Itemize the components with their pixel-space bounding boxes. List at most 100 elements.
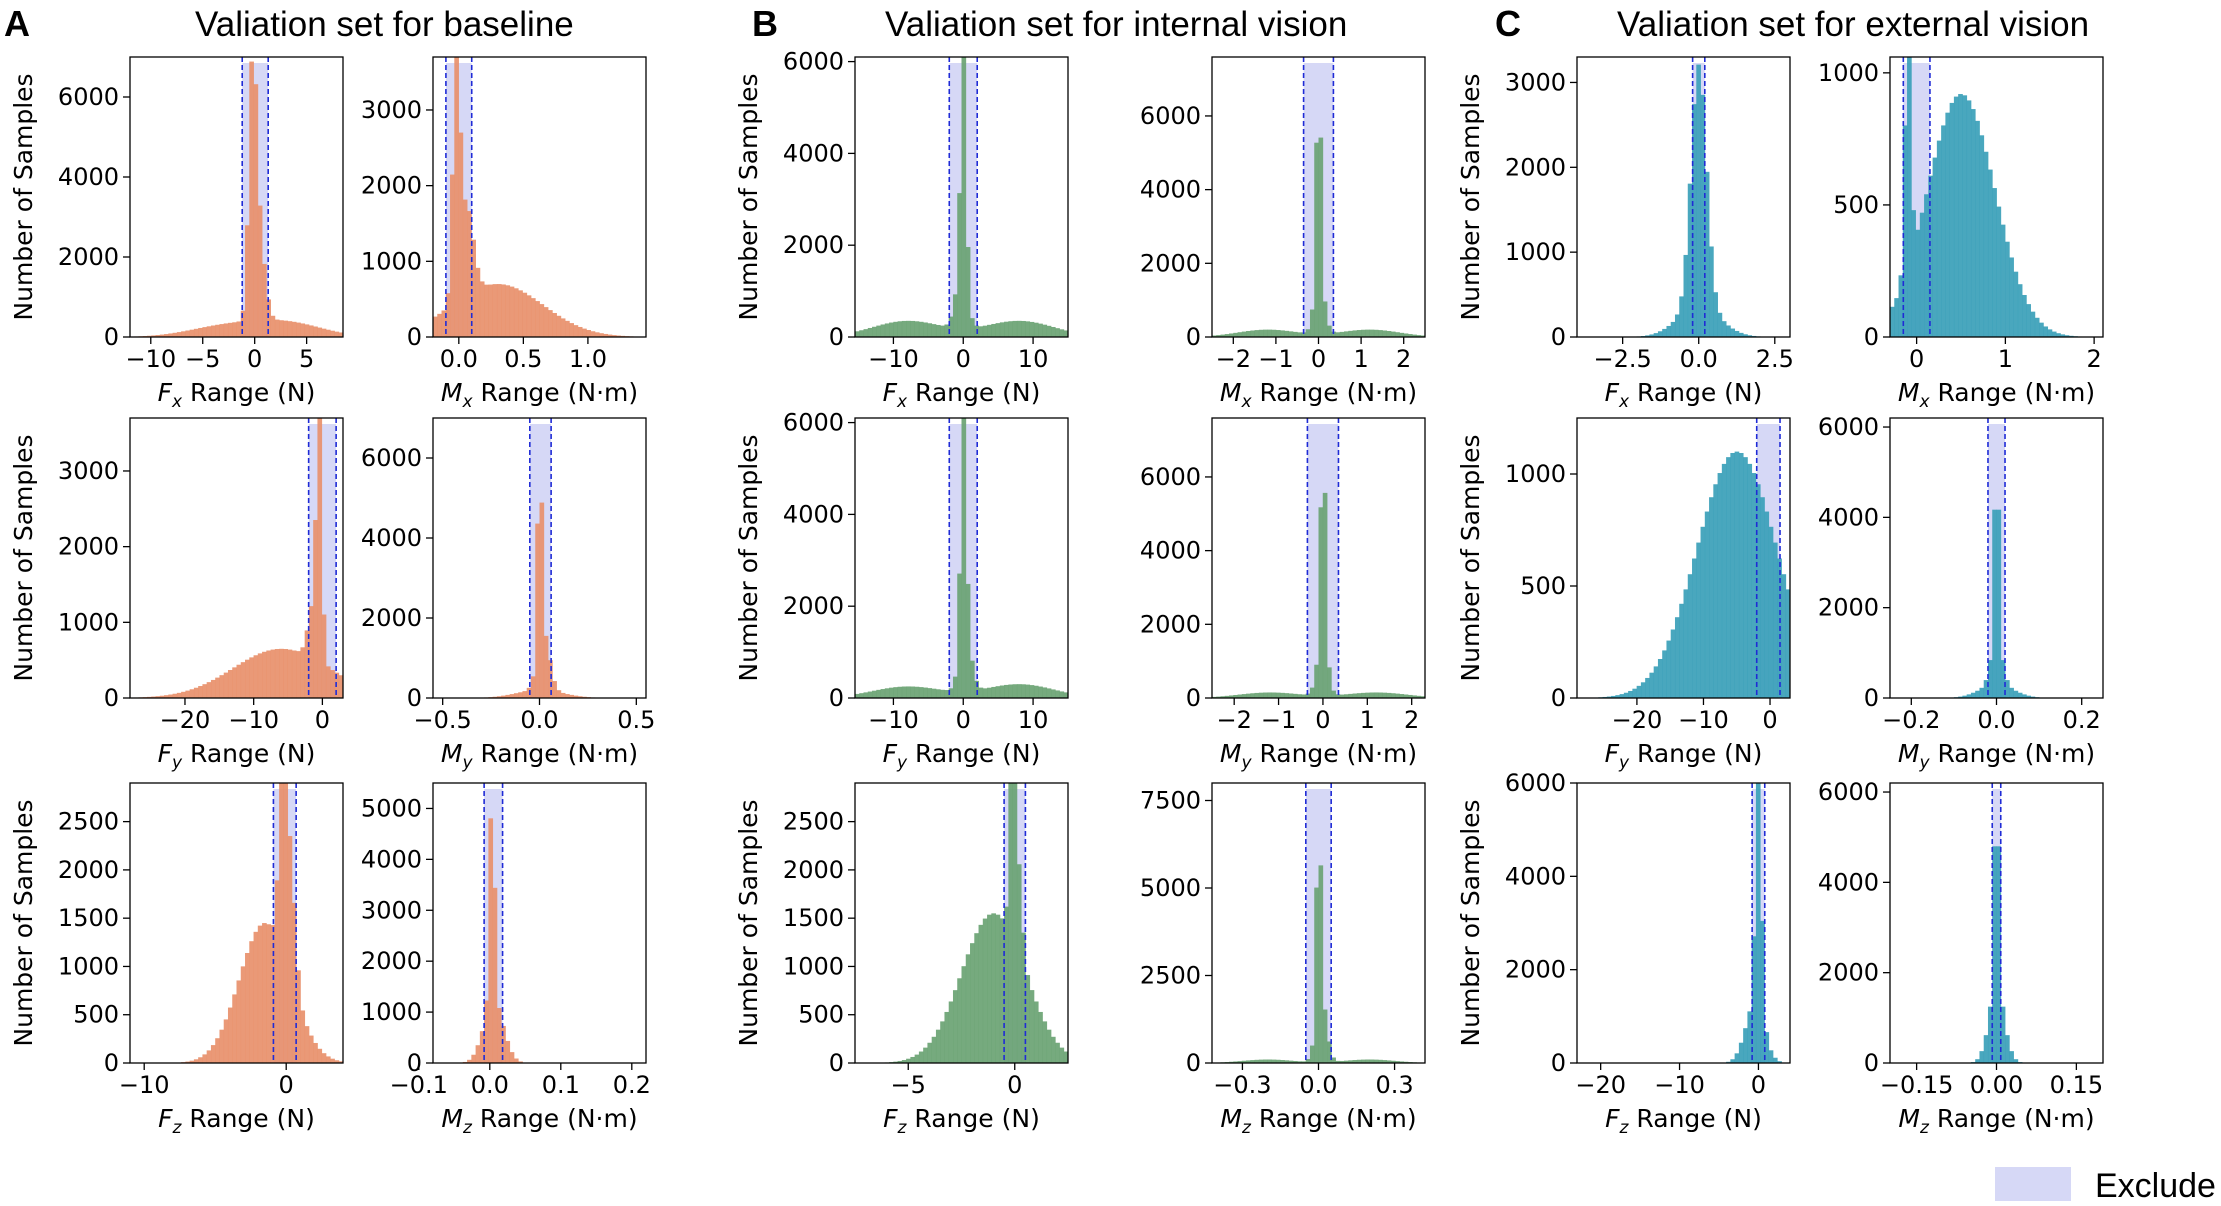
histogram-bar — [1743, 334, 1748, 337]
y-tick-label: 6000 — [1140, 102, 1201, 130]
histogram-bar — [505, 694, 511, 698]
histogram-bar — [509, 694, 515, 698]
histogram-bar — [257, 925, 263, 1063]
histogram-bar — [202, 327, 208, 337]
histogram-bar — [1670, 321, 1676, 337]
x-tick-label: 1 — [1360, 706, 1375, 734]
histogram-bar — [1992, 846, 1997, 1063]
histogram-bar — [1059, 691, 1065, 698]
histogram-bar — [560, 692, 566, 698]
y-tick-label: 6000 — [1818, 413, 1879, 441]
histogram-b-fx: −10 0 10 0 2000 4000 6000 Fx Range (N) Number of… — [734, 48, 1069, 412]
histogram-bar — [1246, 693, 1251, 698]
histogram-bar — [594, 332, 600, 337]
histogram-bar — [577, 326, 583, 337]
histogram-bar — [172, 332, 178, 337]
histogram-bar — [274, 880, 280, 1063]
histogram-bar — [1645, 677, 1650, 698]
histogram-bar — [1016, 684, 1022, 698]
histogram-bar — [1898, 275, 1904, 337]
histogram-bar — [935, 1029, 941, 1063]
axes-frame — [129, 782, 344, 1064]
x-tick-label: −20 — [160, 706, 211, 734]
histogram-bar — [1327, 325, 1332, 337]
y-tick-label: 6000 — [1140, 463, 1201, 491]
histogram-bar — [991, 686, 996, 698]
histogram-bar — [1755, 484, 1761, 698]
histogram-bar — [317, 1048, 323, 1063]
y-tick-label: 4000 — [58, 163, 119, 191]
histogram-bar — [1657, 658, 1663, 698]
histogram-bar — [210, 679, 216, 698]
histogram-bar — [543, 307, 549, 337]
histogram-bar — [253, 84, 259, 337]
histogram-bar — [590, 331, 596, 337]
histogram-bar — [1611, 695, 1616, 698]
histogram-bar — [611, 335, 617, 337]
histogram-bar — [2013, 690, 2019, 698]
histogram-bar — [287, 649, 293, 698]
histogram-bar — [1344, 331, 1349, 337]
histogram-bar — [948, 688, 954, 698]
x-tick-label: −10 — [125, 345, 176, 373]
histogram-bar — [995, 914, 1001, 1063]
histogram-bar — [193, 1059, 199, 1063]
y-axis-label: Number of Samples — [734, 73, 763, 320]
y-tick-label: 0 — [1186, 1049, 1201, 1077]
histogram-bar — [914, 686, 920, 698]
histogram-bar — [1962, 695, 1968, 698]
y-tick-label: 4000 — [361, 845, 422, 873]
histogram-bar — [475, 1045, 481, 1063]
histogram-bar — [2000, 224, 2006, 337]
histogram-bar — [1352, 693, 1358, 698]
histogram-bar — [1004, 321, 1009, 337]
histogram-bar — [1233, 694, 1238, 698]
histogram-bar — [1063, 1051, 1069, 1063]
histogram-bar — [2005, 680, 2010, 698]
histogram-bar — [552, 313, 557, 337]
histogram-bar — [245, 225, 250, 337]
histogram-bar — [876, 325, 881, 337]
histogram-bar — [952, 676, 958, 698]
y-axis-label: Number of Samples — [734, 799, 763, 1046]
histogram-c-fx: −2.5 0.0 2.5 0 1000 2000 3000 Fx Range (N) Numbe… — [1456, 56, 1794, 412]
histogram-bar — [569, 694, 574, 698]
histogram-bar — [1050, 689, 1056, 698]
histogram-bar — [1420, 335, 1426, 337]
histogram-bar — [227, 1007, 233, 1063]
histogram-bar — [918, 321, 924, 337]
x-tick-label: 0 — [956, 345, 971, 373]
histogram-bar — [262, 263, 267, 337]
x-axis-label: My Range (N·m) — [441, 739, 638, 773]
histogram-bar — [1657, 331, 1663, 337]
histogram-bar — [1275, 330, 1281, 337]
y-tick-label: 1000 — [1818, 59, 1879, 87]
histogram-bar — [1386, 331, 1392, 337]
x-tick-label: −10 — [1678, 706, 1729, 734]
x-tick-label: 0.2 — [613, 1071, 651, 1099]
histogram-bar — [1229, 695, 1234, 698]
histogram-bar — [1764, 1032, 1770, 1063]
histogram-bar — [1233, 1061, 1238, 1063]
histogram-bar — [274, 648, 280, 698]
histogram-bar — [1237, 332, 1243, 337]
histogram-bar — [944, 324, 950, 337]
y-tick-label: 4000 — [1140, 537, 1201, 565]
histogram-bar — [1271, 692, 1277, 698]
histogram-bar — [927, 1042, 933, 1063]
histogram-bar — [884, 688, 890, 698]
histogram-bar — [206, 1050, 212, 1063]
histogram-bar — [287, 321, 293, 337]
y-tick-label: 0 — [1551, 684, 1566, 712]
histogram-bar — [257, 205, 263, 337]
histogram-bar — [1395, 1061, 1400, 1063]
histogram-bar — [492, 284, 498, 337]
histogram-bar — [910, 320, 916, 337]
x-tick-label: −20 — [1575, 1071, 1626, 1099]
histogram-bar — [1033, 685, 1039, 698]
histogram-bar — [1726, 457, 1731, 698]
y-tick-label: 2000 — [1818, 594, 1879, 622]
histogram-bar — [1399, 332, 1405, 337]
histogram-bar — [1692, 104, 1697, 337]
histogram-bar — [505, 285, 511, 337]
